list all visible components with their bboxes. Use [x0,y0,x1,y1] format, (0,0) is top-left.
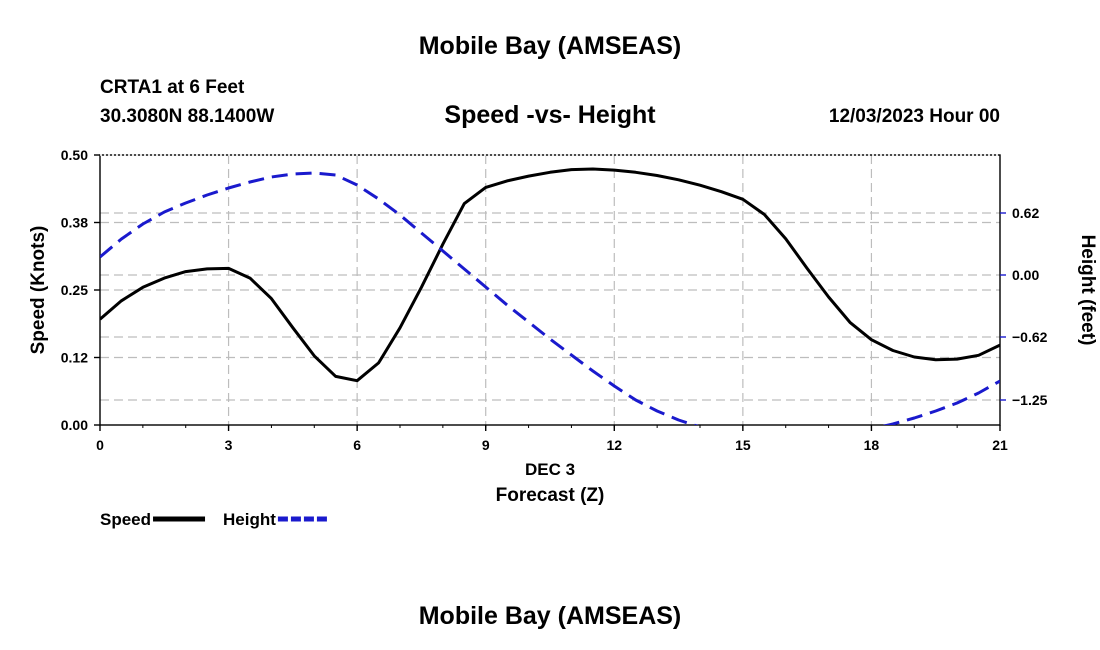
y-left-tick-label: 0.00 [61,417,88,433]
chart-title-bottom: Mobile Bay (AMSEAS) [418,602,682,630]
y-left-tick-label: 0.38 [61,215,88,231]
chart-title-top: Mobile Bay (AMSEAS) [418,32,682,60]
y-right-tick-label: −0.62 [1012,329,1048,345]
y-right-tick-label: 0.62 [1012,205,1039,221]
x-tick-label: 9 [482,437,490,453]
y-right-axis-title: Height (feet) [1077,235,1098,346]
x-tick-label: 3 [225,437,233,453]
legend-label-height: Height [223,510,276,529]
series-line-height [100,171,1000,425]
x-tick-label: 18 [864,437,880,453]
y-right-tick-label: 0.00 [1012,267,1039,283]
chart-subtitle: Speed -vs- Height [444,101,656,129]
station-coordinates: 30.3080N 88.1400W [100,106,275,127]
x-axis-title: Forecast (Z) [496,485,605,506]
x-tick-label: 15 [735,437,751,453]
y-left-tick-label: 0.50 [61,147,88,163]
y-left-tick-label: 0.12 [61,350,88,366]
forecast-datetime: 12/03/2023 Hour 00 [828,106,1000,127]
station-label: CRTA1 at 6 Feet [100,77,245,98]
x-tick-label: 21 [992,437,1008,453]
x-axis-date-label: DEC 3 [525,460,575,479]
series-line-speed [100,167,1000,383]
x-tick-label: 0 [96,437,104,453]
y-left-tick-label: 0.25 [61,282,88,298]
legend-label-speed: Speed [100,510,151,529]
y-left-axis-title: Speed (Knots) [28,226,49,355]
x-tick-label: 6 [353,437,361,453]
x-tick-label: 12 [606,437,622,453]
y-right-tick-label: −1.25 [1012,392,1048,408]
